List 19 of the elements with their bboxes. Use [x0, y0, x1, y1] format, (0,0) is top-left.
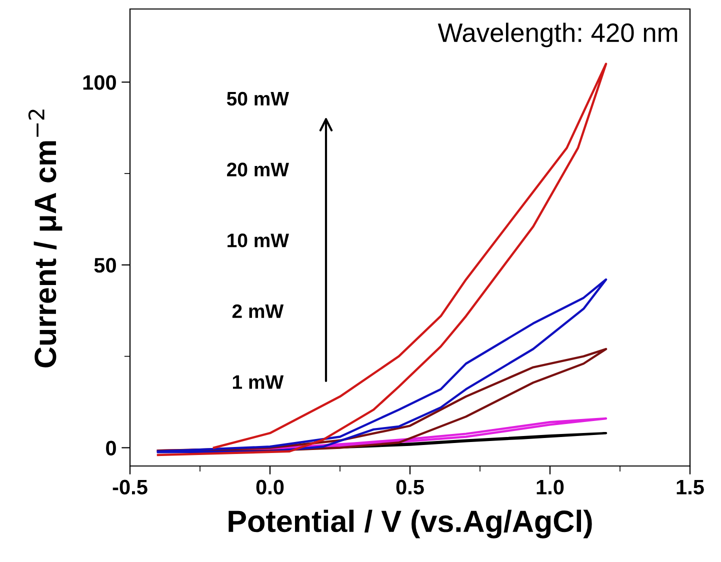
- x-tick-label: -0.5: [112, 480, 148, 494]
- annotation: 10 mW: [228, 234, 289, 248]
- line-series: [156, 278, 608, 454]
- y-axis-title: Current / μA cm$^{−2}$: [28, 110, 62, 368]
- annotation: 2 mW: [232, 304, 284, 318]
- x-tick-label: 1.5: [676, 480, 704, 494]
- annotation: 1 mW: [232, 375, 284, 389]
- y-tick-label: 50: [94, 258, 116, 273]
- line-series: [156, 348, 608, 452]
- x-axis-title: Potential / V (vs.Ag/AgCl): [228, 510, 592, 538]
- x-tick-label: 0.0: [256, 480, 284, 494]
- annotation: 50 mW: [226, 92, 289, 106]
- annotation: 20 mW: [227, 162, 289, 176]
- annotation: Wavelength: 420 nm: [438, 22, 678, 48]
- x-tick-label: 0.5: [396, 480, 424, 494]
- y-tick-label: 100: [83, 75, 116, 90]
- x-tick-label: 1.0: [536, 480, 564, 494]
- line-series: [156, 62, 608, 456]
- y-tick-label: 0: [106, 440, 116, 456]
